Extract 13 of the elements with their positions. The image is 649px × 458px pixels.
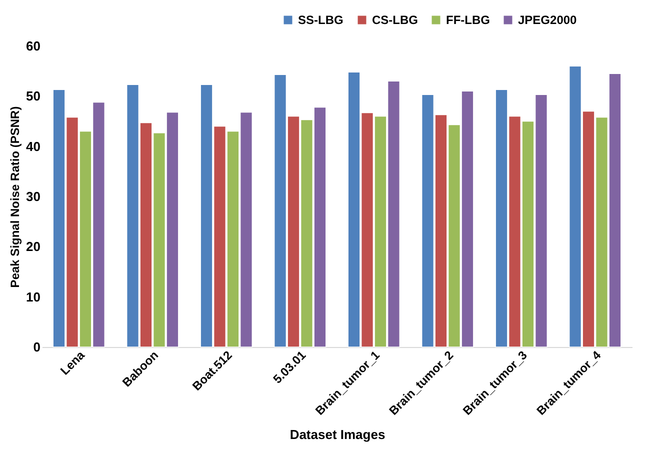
y-tick-label: 30 xyxy=(26,189,40,204)
y-tick-label: 0 xyxy=(33,340,40,354)
y-tick-label: 10 xyxy=(26,289,40,304)
legend-label: FF-LBG xyxy=(446,13,490,27)
y-tick-label: 60 xyxy=(26,38,40,54)
y-tick-label: 40 xyxy=(26,138,40,154)
legend-label: SS-LBG xyxy=(298,13,344,27)
y-axis-title: Peak Signal Noise Ratio (PSNR) xyxy=(8,106,22,288)
y-tick-label: 50 xyxy=(26,88,40,104)
x-axis-title: Dataset Images xyxy=(290,427,386,442)
legend-label: JPEG2000 xyxy=(518,13,578,27)
y-tick-label: 20 xyxy=(26,239,40,254)
legend-label: CS-LBG xyxy=(372,13,418,27)
